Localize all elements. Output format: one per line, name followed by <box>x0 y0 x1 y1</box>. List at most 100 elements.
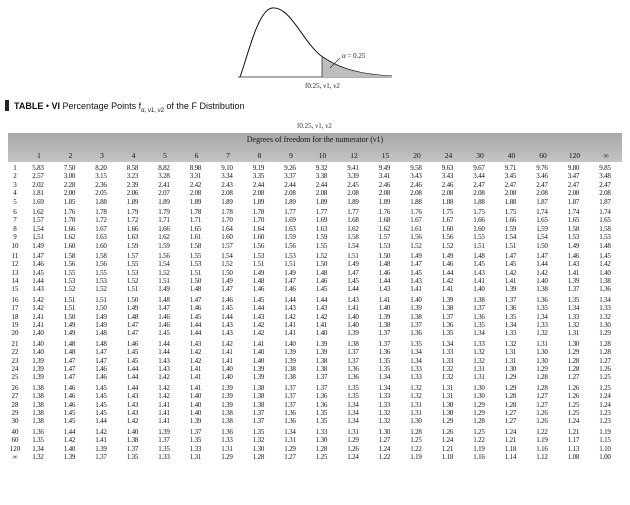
table-cell: 5.83 <box>32 164 44 172</box>
table-row: 7 1.57 1.70 1.72 1.72 1.71 1.71 1.70 1.70 1.69 1.6… <box>8 216 622 224</box>
table-cell: 1.49 <box>347 260 359 269</box>
title-subscript: α, ν1, ν2 <box>141 107 164 114</box>
table-cell: 8.20 <box>95 164 107 172</box>
table-cell: 1.21 <box>567 427 580 436</box>
table-cell: 3.34 <box>221 172 233 181</box>
table-subformula: f0.25, ν1, ν2 <box>297 122 332 130</box>
table-cell: 1.89 <box>252 197 265 206</box>
table-cell: 1.44 <box>189 329 202 338</box>
table-cell: 1.53 <box>284 251 296 260</box>
table-cell: 1.55 <box>189 251 202 260</box>
table-cell: 1.41 <box>158 408 170 417</box>
table-cell: 1.59 <box>536 224 548 233</box>
table-cell: 1.40 <box>252 356 265 365</box>
table-cell: 1.40 <box>473 285 485 294</box>
table-cell: 1.30 <box>252 444 265 453</box>
table-cell: 1.29 <box>347 436 359 445</box>
table-cell: 1.38 <box>252 383 265 392</box>
table-cell: 1.32 <box>567 321 580 330</box>
table-cell: 1.72 <box>95 216 107 225</box>
table-cell: 2.46 <box>378 180 391 189</box>
table-cell: 1.87 <box>599 197 611 206</box>
table-cell: 2.45 <box>347 180 359 189</box>
table-cell: 1.39 <box>189 417 202 426</box>
table-cell: 1.88 <box>95 197 107 206</box>
table-cell: 2.39 <box>126 180 139 189</box>
table-cell: 2.47 <box>504 180 517 189</box>
table-cell: 1.53 <box>378 241 391 250</box>
table-cell: 1.55 <box>473 233 485 242</box>
table-cell: 1.32 <box>441 364 454 373</box>
table-cell: 1.39 <box>63 452 76 461</box>
table-cell: 3.35 <box>252 172 265 181</box>
table-cell: 1.28 <box>410 427 422 436</box>
table-cell: 1.50 <box>126 295 139 304</box>
table-cell: 1.32 <box>473 348 485 357</box>
table-cell: 1.45 <box>95 400 107 409</box>
table-cell: 3.43 <box>410 172 422 181</box>
table-cell: 1.38 <box>32 392 44 401</box>
table-row: 25 1.39 1.47 1.46 1.44 1.42 1.41 1.40 1.39 1.38 1.… <box>8 373 622 381</box>
table-cell: 7.50 <box>63 164 76 172</box>
table-cell: 1.62 <box>347 224 359 233</box>
table-cell: 1.44 <box>536 260 548 269</box>
table-cell: 2.36 <box>95 180 107 189</box>
table-cell: 1.33 <box>410 373 422 382</box>
table-cell: 1.32 <box>410 392 422 401</box>
table-cell: 1.46 <box>441 260 454 269</box>
table-cell: 2.08 <box>504 189 517 198</box>
table-cell: 1.54 <box>536 233 548 242</box>
table-cell: 1.78 <box>252 207 265 216</box>
table-cell: 1.41 <box>567 268 580 277</box>
table-cell: 2.44 <box>252 180 265 189</box>
table-cell: 1.33 <box>441 348 454 357</box>
table-cell: 9.58 <box>410 164 422 172</box>
table-cell: 1.40 <box>32 348 44 357</box>
table-cell: 1.40 <box>126 427 139 436</box>
table-cell: 1.45 <box>473 260 485 269</box>
table-cell: 1.46 <box>221 295 233 304</box>
table-cell: 1.25 <box>410 436 422 445</box>
table-cell: 1.32 <box>441 373 454 382</box>
table-cell: 1.68 <box>378 216 391 225</box>
table-cell: 1.45 <box>189 312 202 321</box>
table-cell: 3.15 <box>95 172 107 181</box>
table-cell: 1.49 <box>284 268 296 277</box>
table-cell: 1.39 <box>32 364 44 373</box>
column-header: 5 <box>163 151 167 160</box>
table-cell: 1.29 <box>473 400 485 409</box>
table-cell: 1.49 <box>95 312 107 321</box>
table-cell: 1.47 <box>189 295 202 304</box>
table-cell: 1.36 <box>284 408 296 417</box>
table-cell: 1.34 <box>347 400 359 409</box>
table-cell: 1.64 <box>252 224 265 233</box>
table-cell: 1.43 <box>158 356 170 365</box>
table-cell: 9.80 <box>567 164 580 172</box>
table-cell: 1.58 <box>95 251 107 260</box>
row-label: 9 <box>13 233 17 242</box>
table-cell: 1.29 <box>504 383 517 392</box>
table-cell: 1.58 <box>567 224 580 233</box>
table-cell: 1.41 <box>504 277 517 286</box>
table-cell: 1.42 <box>32 304 44 313</box>
table-row: 8 1.54 1.66 1.67 1.66 1.66 1.65 1.64 1.64 1.63 1.6… <box>8 225 622 233</box>
table-cell: 1.53 <box>189 260 202 269</box>
table-cell: 1.36 <box>504 304 517 313</box>
title-marker <box>5 100 9 111</box>
table-cell: 1.37 <box>252 417 265 426</box>
table-cell: 1.51 <box>284 260 296 269</box>
row-label: 28 <box>11 400 19 409</box>
table-cell: 1.49 <box>95 321 107 330</box>
row-label: 14 <box>11 277 19 286</box>
table-cell: 1.23 <box>599 417 611 426</box>
table-cell: 1.48 <box>63 339 76 348</box>
table-cell: 1.39 <box>252 373 265 382</box>
table-cell: 1.47 <box>63 373 76 382</box>
table-cell: 1.35 <box>378 356 391 365</box>
table-cell: 1.56 <box>441 233 454 242</box>
table-cell: 1.42 <box>158 392 170 401</box>
table-cell: 1.48 <box>189 285 202 294</box>
table-cell: 1.26 <box>441 427 454 436</box>
table-cell: 2.28 <box>63 180 76 189</box>
table-cell: 1.45 <box>252 295 265 304</box>
